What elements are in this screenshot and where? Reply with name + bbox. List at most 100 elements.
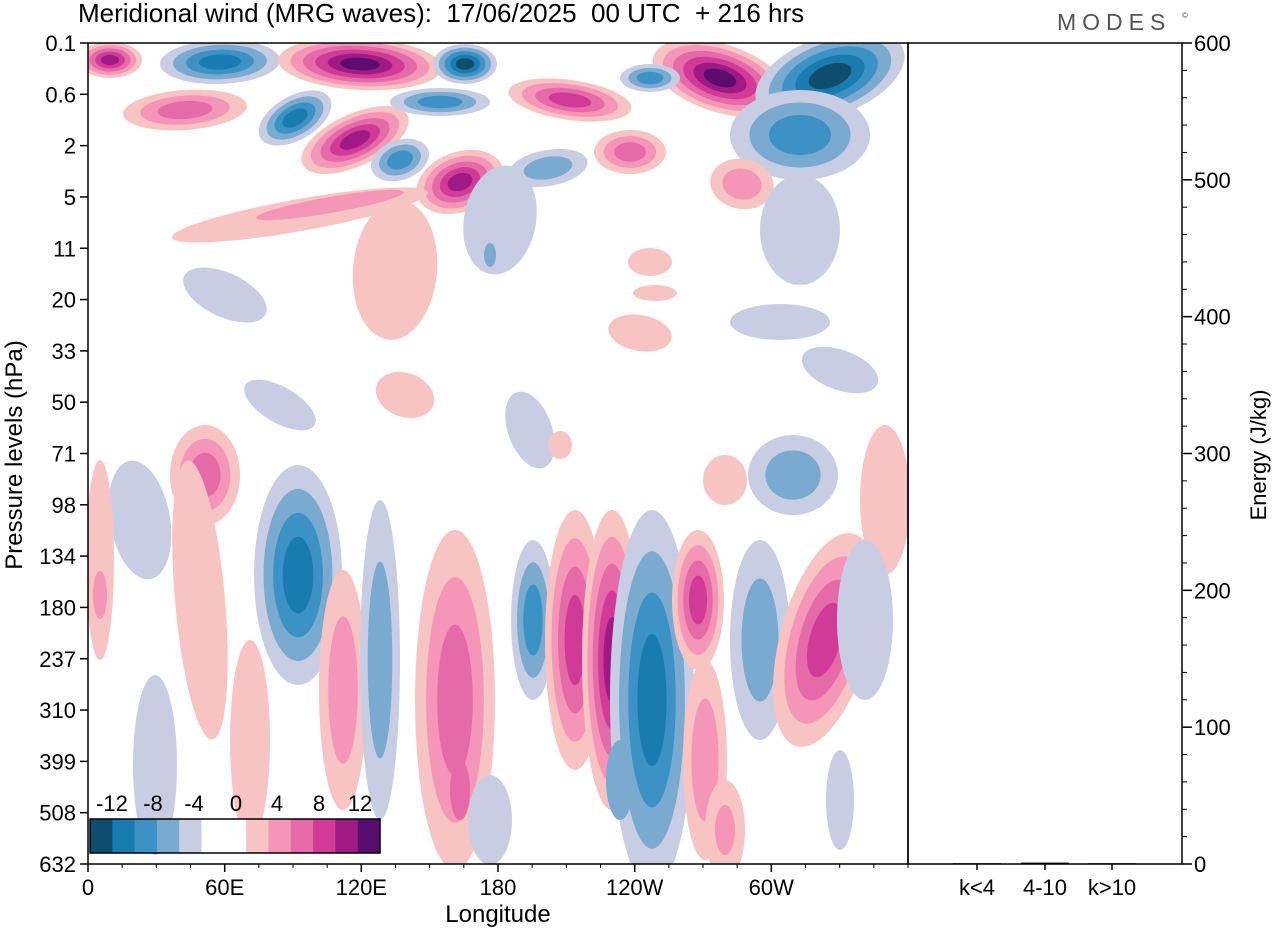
energy-axis: 0 100 200 300 400 500 600 [1182, 31, 1231, 877]
x-axis-label: Longitude [445, 901, 550, 928]
y-tick-label: 508 [39, 801, 76, 826]
contour-blob [447, 172, 473, 192]
energy-tick-label: 100 [1194, 715, 1231, 740]
colorbar-label: 0 [230, 791, 242, 816]
y-tick-label: 98 [52, 493, 76, 518]
energy-axis-label: Energy (J/kg) [1246, 390, 1271, 521]
brand-copyright-mark: © [1182, 11, 1188, 20]
y-tick-label: 180 [39, 595, 76, 620]
contour-blob [157, 100, 213, 120]
energy-tick-label: 600 [1194, 31, 1231, 56]
y-tick-label: 310 [39, 698, 76, 723]
contour-blob [282, 536, 314, 614]
colorbar-swatch [313, 819, 336, 853]
x-tick-label: 180 [480, 875, 517, 900]
contour-blob [375, 371, 435, 419]
colorbar: -12 -8 -4 0 4 8 12 [89, 791, 381, 854]
contour-blob [93, 571, 107, 619]
y-tick-label: 632 [39, 852, 76, 877]
energy-tick-label: 0 [1194, 852, 1206, 877]
contour-blob [468, 775, 512, 864]
contour-blob [768, 115, 832, 155]
y-tick-label: 0.1 [45, 31, 76, 56]
contour-blob [637, 633, 667, 767]
colorbar-label: -12 [96, 791, 128, 816]
contour-blob [608, 314, 672, 352]
brand-logo: MODES [1057, 9, 1172, 35]
colorbar-label: 4 [271, 791, 283, 816]
contour-blob [614, 142, 646, 162]
colorbar-swatch [290, 819, 314, 853]
x-tick-label: 120W [606, 875, 664, 900]
colorbar-swatch [335, 819, 359, 853]
contour-blob [808, 62, 852, 90]
x-axis: 0 60E 120E 180 120W 60W [82, 864, 909, 900]
contour-blob [523, 156, 573, 180]
contour-blob [760, 175, 840, 285]
energy-category-label: k<4 [959, 875, 995, 900]
y-tick-label: 237 [39, 647, 76, 672]
contour-blob [715, 805, 735, 855]
contour-blob [837, 540, 893, 700]
contour-blob [387, 150, 413, 170]
energy-bars: k<4 4-10 k>10 [953, 862, 1136, 900]
contour-blob [703, 455, 747, 505]
wind-field-contours [88, 43, 908, 864]
contour-blob [505, 391, 555, 469]
contour-blob [688, 575, 708, 625]
energy-tick-label: 200 [1194, 578, 1231, 603]
y-tick-label: 399 [39, 749, 76, 774]
chart-title: Meridional wind (MRG waves): 17/06/2025 … [78, 0, 805, 28]
contour-blob [484, 243, 496, 267]
contour-blob [88, 460, 114, 660]
colorbar-swatch [201, 819, 225, 853]
contour-blob [183, 267, 267, 323]
contour-blob [765, 450, 821, 500]
contour-blob [826, 750, 854, 850]
contour-blob [806, 602, 844, 678]
colorbar-label: -8 [143, 791, 163, 816]
y-tick-label: 0.6 [45, 82, 76, 107]
energy-bar [953, 863, 1001, 864]
contour-blob [463, 165, 537, 275]
y-tick-label: 5 [64, 185, 76, 210]
y-tick-label: 20 [52, 288, 76, 313]
energy-tick-label: 400 [1194, 305, 1231, 330]
contour-blob [256, 189, 404, 221]
y-tick-label: 33 [52, 339, 76, 364]
contour-blob [339, 130, 371, 150]
colorbar-swatch [90, 819, 113, 853]
colorbar-frame [89, 818, 381, 854]
y-tick-label: 11 [53, 236, 76, 261]
y-axis-label: Pressure levels (hPa) [1, 340, 28, 569]
energy-tick-label: 300 [1194, 442, 1231, 467]
contour-blob [340, 57, 380, 71]
contour-blob [860, 425, 908, 575]
energy-category-label: 4-10 [1023, 875, 1067, 900]
x-tick-label: 120E [336, 875, 387, 900]
contour-blob [691, 698, 719, 822]
colorbar-label: 12 [348, 791, 372, 816]
contour-blob [437, 624, 473, 776]
colorbar-swatch [156, 819, 180, 853]
contour-blob [564, 594, 586, 686]
contour-blob [352, 200, 438, 340]
colorbar-swatch [179, 819, 203, 853]
x-tick-label: 0 [82, 875, 94, 900]
contour-blob [730, 304, 830, 340]
contour-blob [230, 640, 270, 840]
contour-blob [199, 54, 241, 70]
contour-blob [417, 95, 463, 109]
y-tick-label: 2 [64, 134, 76, 159]
energy-bar [1088, 863, 1136, 864]
contour-blob [548, 92, 592, 108]
contour-blob [741, 578, 779, 702]
contour-blob [628, 248, 672, 276]
contour-blob [450, 760, 470, 820]
contour-blob [133, 675, 177, 855]
contour-blob [367, 561, 393, 759]
contour-blob [633, 285, 677, 301]
contour-blob [523, 584, 543, 656]
energy-category-label: k>10 [1088, 875, 1136, 900]
